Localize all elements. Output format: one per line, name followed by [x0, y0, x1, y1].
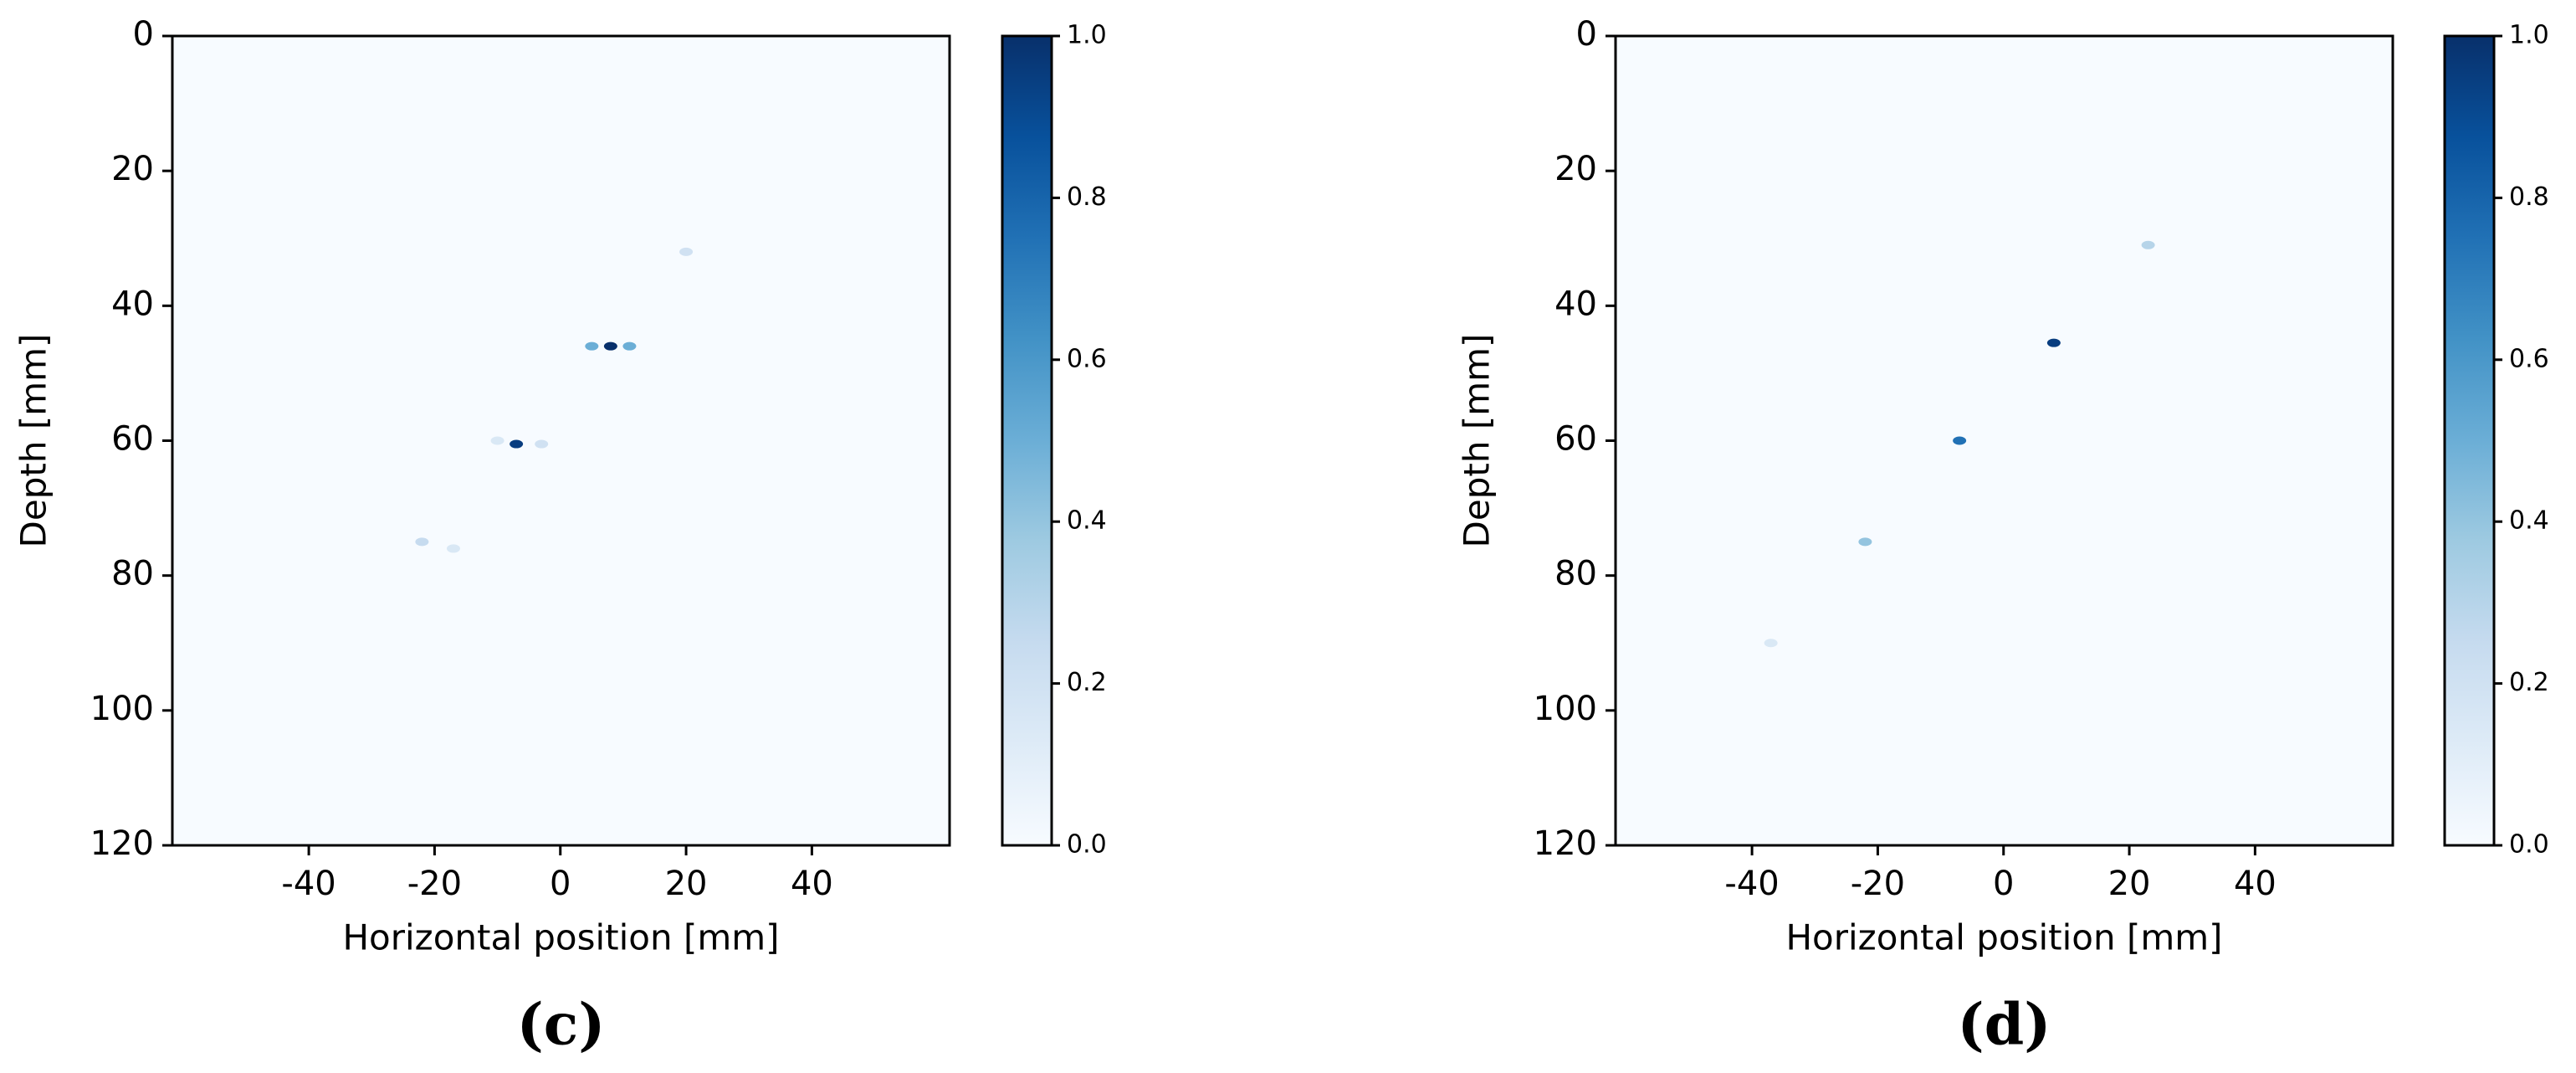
y-tick-label: 20 — [111, 150, 154, 188]
x-tick-label: 40 — [2234, 865, 2276, 903]
spot — [603, 341, 617, 351]
spot — [1953, 436, 1967, 445]
x-tick-label: -40 — [1724, 865, 1779, 903]
y-tick-label: 20 — [1554, 150, 1597, 188]
y-tick-label: 80 — [111, 555, 154, 593]
spot — [2141, 240, 2155, 249]
x-tick-label: -20 — [1851, 865, 1905, 903]
colorbar-tick-label: 0.6 — [1067, 344, 1107, 373]
y-axis-label: Depth [mm] — [1457, 334, 1498, 548]
colorbar-tick-label: 0.8 — [2509, 182, 2549, 212]
spot — [446, 544, 460, 553]
spot — [622, 341, 637, 351]
x-tick-label: 40 — [791, 865, 833, 903]
y-tick-label: 60 — [1554, 420, 1597, 459]
spot — [2046, 338, 2061, 347]
spot — [585, 341, 599, 351]
colorbar — [2443, 34, 2496, 847]
colorbar-tick-label: 0.0 — [1067, 830, 1107, 860]
x-tick-label: 0 — [1993, 865, 2014, 903]
spot — [679, 247, 694, 256]
y-tick-label: 120 — [90, 824, 154, 863]
caption: (d) — [1958, 992, 2051, 1059]
image-background — [172, 36, 950, 845]
colorbar — [1001, 34, 1053, 847]
y-tick-label: 80 — [1554, 555, 1597, 593]
x-axis-label: Horizontal position [mm] — [1785, 917, 2222, 958]
caption: (c) — [517, 992, 606, 1059]
colorbar-tick-label: 0.8 — [1067, 182, 1107, 212]
spot — [1858, 537, 1872, 547]
x-tick-label: 0 — [550, 865, 571, 903]
spot — [1764, 639, 1778, 648]
colorbar-tick-label: 0.4 — [1067, 506, 1107, 536]
y-tick-label: 100 — [90, 690, 154, 728]
x-tick-label: 20 — [2108, 865, 2151, 903]
y-axis-label: Depth [mm] — [13, 334, 54, 548]
colorbar-tick-label: 1.0 — [2509, 21, 2549, 50]
x-tick-label: -40 — [281, 865, 335, 903]
colorbar-tick-label: 0.0 — [2509, 830, 2549, 860]
image-background — [1616, 36, 2393, 845]
spot — [510, 439, 524, 449]
colorbar-tick-label: 1.0 — [1067, 21, 1107, 50]
spot — [535, 439, 549, 449]
colorbar-tick-label: 0.6 — [2509, 344, 2549, 373]
y-tick-label: 60 — [111, 420, 154, 459]
y-tick-label: 40 — [111, 285, 154, 323]
spot — [490, 436, 504, 445]
colorbar-tick-label: 0.2 — [1067, 668, 1107, 697]
y-tick-label: 100 — [1534, 690, 1597, 728]
colorbar-tick-label: 0.2 — [2509, 668, 2549, 697]
y-tick-label: 120 — [1534, 824, 1597, 863]
y-tick-label: 0 — [1576, 15, 1597, 54]
x-tick-label: -20 — [407, 865, 462, 903]
y-tick-label: 40 — [1554, 285, 1597, 323]
spot — [415, 537, 429, 547]
x-tick-label: 20 — [665, 865, 708, 903]
x-axis-label: Horizontal position [mm] — [342, 917, 779, 958]
y-tick-label: 0 — [133, 15, 154, 54]
colorbar-tick-label: 0.4 — [2509, 506, 2549, 536]
